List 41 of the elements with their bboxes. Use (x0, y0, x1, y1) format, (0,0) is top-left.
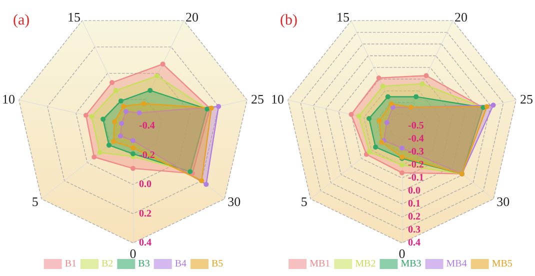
spoke-label: 0 (398, 246, 406, 261)
legend-label: B3 (138, 258, 150, 270)
y-tick-label: 0.1 (408, 198, 420, 210)
spoke-label: 25 (250, 92, 264, 107)
y-tick-label: -0.4 (139, 120, 155, 132)
spoke-label: 15 (336, 9, 350, 24)
y-tick-label: 0.3 (408, 224, 420, 236)
legend-label: B4 (174, 258, 187, 270)
spoke-label: 25 (520, 92, 533, 107)
spoke-label: 10 (271, 92, 284, 107)
legend-label: MB5 (492, 258, 512, 270)
legend-label: MB3 (400, 258, 422, 270)
legend-label: B2 (101, 258, 114, 270)
legend-label: MB4 (446, 258, 467, 270)
y-tick-label: -0.4 (408, 134, 424, 144)
y-tick-label: 0.2 (408, 212, 420, 222)
legend-label: B1 (64, 258, 76, 270)
spoke-label: 30 (496, 194, 510, 209)
y-tick-label: 0.4 (139, 238, 152, 248)
chart-title: (b) (280, 12, 298, 28)
legend-label: MB1 (310, 258, 330, 270)
spoke-label: 30 (228, 194, 241, 209)
y-tick-label: 0.0 (139, 179, 152, 190)
legend-label: MB2 (355, 258, 376, 270)
spoke-label: 20 (454, 9, 468, 24)
spoke-label: 0 (130, 246, 136, 261)
y-tick-label: -0.5 (408, 120, 424, 132)
chart-title: (a) (13, 12, 30, 28)
spoke-label: 20 (186, 9, 198, 24)
legend-label: B5 (212, 258, 224, 270)
y-tick-label: 0.0 (408, 186, 420, 196)
y-tick-label: 0.2 (139, 208, 152, 220)
y-tick-label: -0.3 (408, 146, 424, 158)
spoke-label: 5 (32, 194, 38, 209)
y-tick-label: -0.2 (408, 160, 424, 170)
y-tick-label: -0.2 (139, 150, 155, 161)
spoke-label: 5 (300, 194, 308, 209)
spoke-label: 15 (68, 9, 80, 24)
y-tick-label: -0.1 (408, 172, 424, 184)
spoke-label: 10 (2, 92, 16, 107)
y-tick-label: 0.4 (408, 238, 420, 248)
